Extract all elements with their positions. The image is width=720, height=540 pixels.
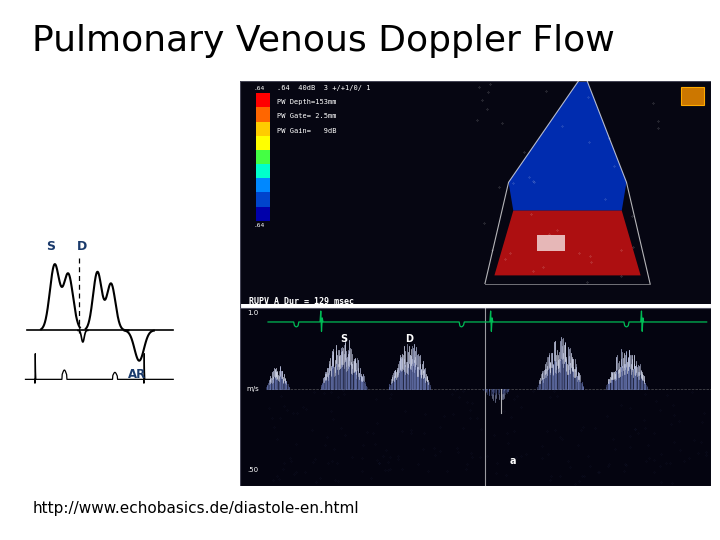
Text: m/s: m/s [247, 386, 260, 392]
Text: a: a [510, 456, 516, 465]
Text: D: D [405, 334, 413, 344]
Text: .64  40dB  3 +/+1/0/ 1: .64 40dB 3 +/+1/0/ 1 [277, 85, 371, 91]
Bar [256, 206, 271, 221]
Bar [240, 81, 711, 303]
Bar [256, 136, 271, 150]
Bar [256, 150, 271, 164]
Bar [537, 235, 565, 251]
Bar [256, 93, 271, 107]
Text: http://www.echobasics.de/diastole-en.html: http://www.echobasics.de/diastole-en.htm… [32, 501, 359, 516]
Text: PW Gain=   9dB: PW Gain= 9dB [277, 127, 337, 133]
Text: PW Depth=153mm: PW Depth=153mm [277, 99, 337, 105]
Text: .50: .50 [247, 467, 258, 473]
Text: .64: .64 [254, 222, 265, 228]
Text: Pulmonary Venous Doppler Flow: Pulmonary Venous Doppler Flow [32, 24, 615, 58]
Text: 1.0: 1.0 [247, 310, 258, 316]
Text: .64: .64 [254, 86, 265, 91]
Bar [256, 164, 271, 178]
Bar [256, 122, 271, 136]
Bar [256, 192, 271, 206]
Polygon shape [508, 73, 626, 211]
Polygon shape [495, 211, 641, 275]
Bar [256, 107, 271, 122]
Text: S: S [46, 240, 55, 253]
FancyBboxPatch shape [680, 87, 704, 105]
Text: AR: AR [128, 368, 146, 381]
Bar [240, 308, 711, 486]
Text: S: S [340, 334, 347, 344]
Text: D: D [77, 240, 87, 253]
Text: PW Gate= 2.5mm: PW Gate= 2.5mm [277, 113, 337, 119]
Text: RUPV A Dur = 129 msec: RUPV A Dur = 129 msec [249, 297, 354, 306]
Bar [256, 178, 271, 192]
